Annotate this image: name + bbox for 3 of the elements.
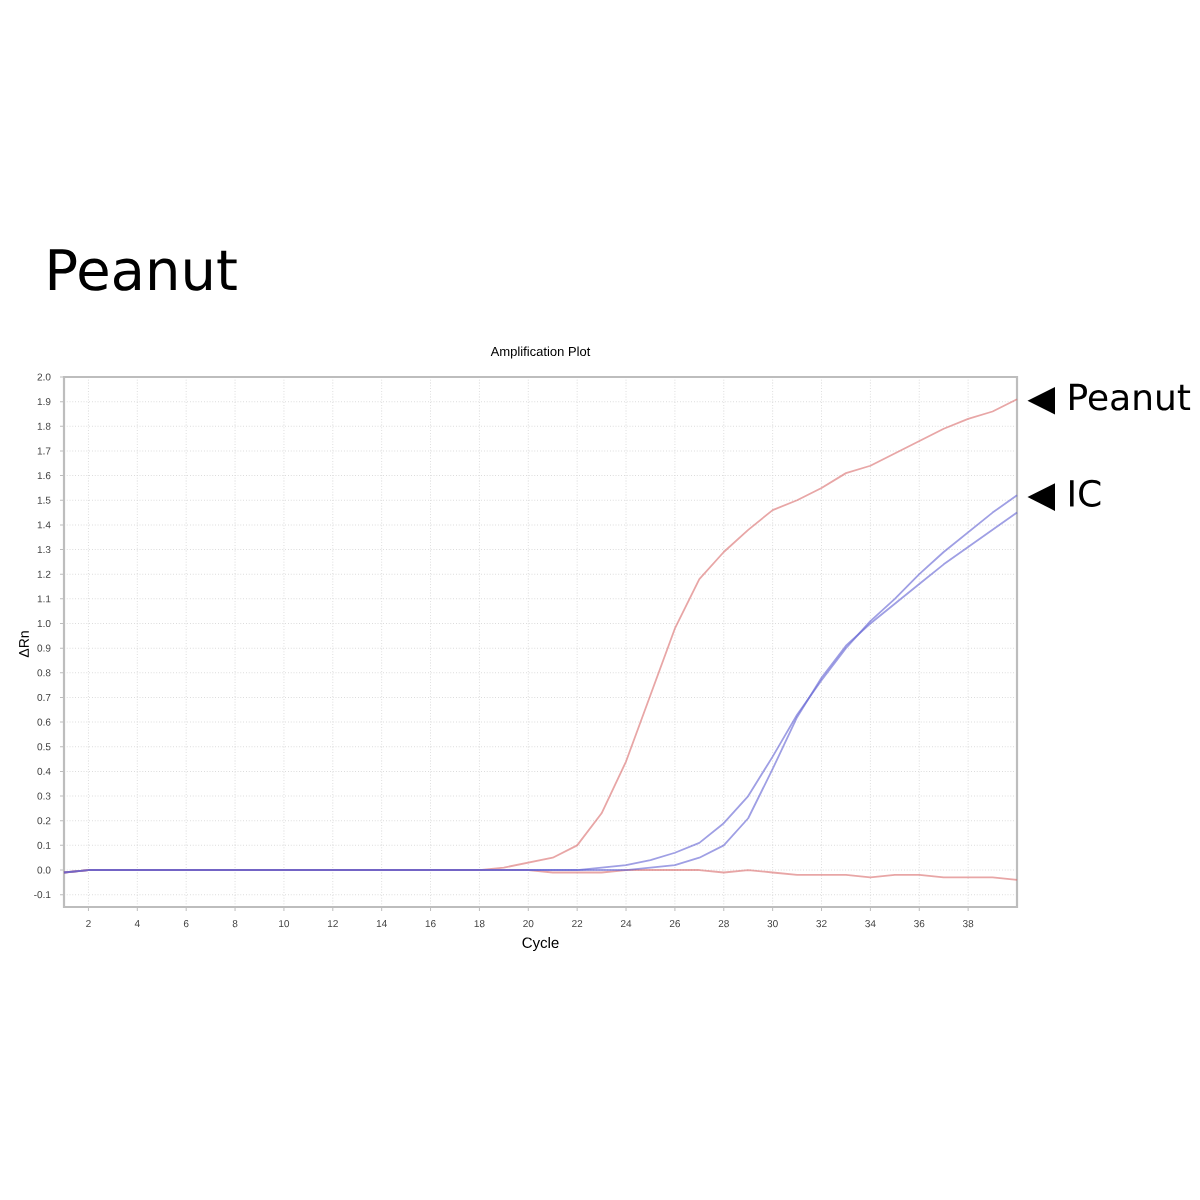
chart-title: Peanut — [49, 249, 237, 291]
annotation: ◀ Peanut — [1027, 383, 1191, 415]
annotation: ◀ IC — [1027, 479, 1101, 511]
